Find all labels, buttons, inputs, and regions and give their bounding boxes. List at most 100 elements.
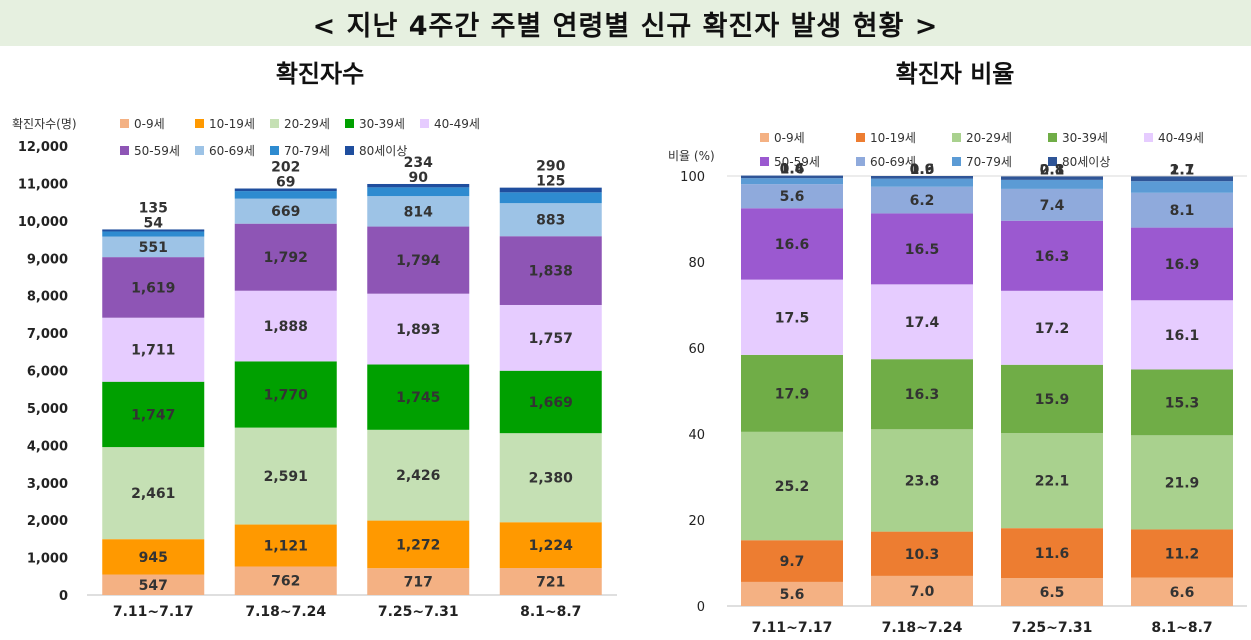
legend-label-20-29세: 20-29세 [284,117,330,131]
legend-label-40-49세: 40-49세 [434,117,480,131]
bar-segment [741,354,843,432]
data-label: 1.4 [780,162,805,178]
data-label: 16.9 [1165,257,1200,273]
data-label: 721 [536,575,565,591]
bar-segment [871,429,973,532]
data-label: 547 [139,578,168,594]
legend-label-20-29세: 20-29세 [966,131,1012,145]
data-label: 5.6 [780,189,805,205]
data-label: 717 [404,575,433,591]
bar-segment [102,381,205,448]
data-label: 1,747 [131,407,175,423]
bar-segment [367,293,470,365]
y-tick-label: 5,000 [27,402,68,417]
data-label: 1,792 [264,250,308,266]
legend-label-80세이상: 80세이상 [1062,155,1110,169]
bar-segment [741,581,843,606]
bar-segment [102,447,205,540]
data-label: 1,794 [396,253,441,269]
data-label: 1,619 [131,280,175,296]
data-label: 1,711 [131,343,175,359]
bar-segment [1001,528,1103,579]
bar-segment [367,520,470,569]
legend-label-70-79세: 70-79세 [966,155,1012,169]
bar-segment [1131,529,1233,578]
data-label: 1.9 [910,162,935,178]
bar-segment [741,540,843,582]
y-tick-label: 60 [688,342,705,357]
bar-segment [1001,179,1103,189]
data-label: 135 [139,200,168,216]
y-tick-label: 6,000 [27,365,68,380]
bar-segment [499,568,602,595]
legend-label-60-69세: 60-69세 [870,155,916,169]
bar-segment [499,433,602,523]
bar-segment [367,226,470,294]
data-label: 2,380 [529,471,574,487]
data-label: 25.2 [775,479,810,495]
data-label: 1,669 [529,395,573,411]
legend-label-70-79세: 70-79세 [284,144,330,158]
bar-segment [367,183,470,188]
legend-swatch-30-39세 [345,119,354,128]
data-label: 1,893 [396,322,440,338]
data-label: 1,224 [529,538,574,554]
y-tick-label: 0 [697,600,705,615]
data-label: 0.8 [1040,162,1065,178]
data-label: 2,461 [131,486,175,502]
data-label: 21.9 [1165,475,1200,491]
chart-title: 확진자수 [276,60,364,88]
x-tick-label: 8.1~8.7 [520,604,581,620]
data-label: 6.6 [1170,585,1195,601]
bar-segment [1001,176,1103,180]
y-tick-label: 2,000 [27,514,68,529]
data-label: 6.5 [1040,585,1065,601]
bar-segment [1131,369,1233,436]
data-label: 7.4 [1040,198,1065,214]
bar-segment [499,370,602,434]
bar-segment [741,184,843,209]
data-label: 17.2 [1035,321,1070,337]
legend-label-30-39세: 30-39세 [359,117,405,131]
page-title: < 지난 4주간 주별 연령별 신규 확진자 발생 현황 > [0,0,1251,46]
legend-label-10-19세: 10-19세 [870,131,916,145]
data-label: 1.1 [1170,162,1195,178]
legend-swatch-50-59세 [120,146,129,155]
data-label: 15.3 [1165,395,1200,411]
data-label: 9.7 [780,554,805,570]
bar-segment [871,178,973,187]
bar-segment [367,429,470,521]
data-label: 5.6 [780,587,805,603]
legend-swatch-0-9세 [760,133,769,142]
data-label: 1,838 [529,264,573,280]
y-tick-label: 12,000 [18,140,68,155]
bar-segment [741,279,843,355]
legend-label-0-9세: 0-9세 [774,131,805,145]
x-tick-label: 7.11~7.17 [113,604,194,620]
bar-segment [871,284,973,360]
bar-segment [871,575,973,606]
bar-segment [871,176,973,179]
data-label: 0.6 [910,162,935,178]
data-label: 2,426 [396,468,440,484]
y-tick-label: 9,000 [27,252,68,267]
data-label: 23.8 [905,473,940,489]
y-tick-label: 11,000 [18,177,68,192]
y-tick-label: 20 [688,514,705,529]
legend-swatch-40-49세 [1144,133,1153,142]
legend-swatch-0-9세 [120,119,129,128]
bar-segment [871,186,973,214]
y-tick-label: 10,000 [18,215,68,230]
data-label: 17.9 [775,386,810,402]
data-label: 16.1 [1165,328,1200,344]
data-label: 10.3 [905,547,940,563]
bar-segment [102,236,205,258]
bar-segment [234,198,337,224]
x-tick-label: 8.1~8.7 [1151,620,1212,636]
legend-swatch-20-29세 [952,133,961,142]
data-label: 16.6 [775,237,810,253]
x-tick-label: 7.11~7.17 [752,620,833,636]
bar-segment [1131,577,1233,606]
